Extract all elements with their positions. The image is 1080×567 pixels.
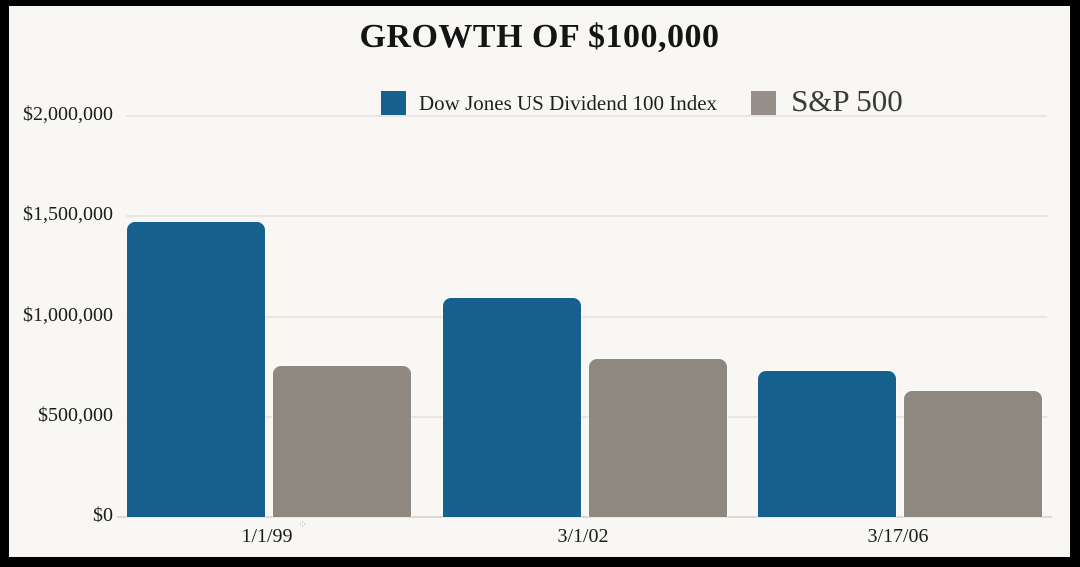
bar-dow-jones-3/17/06 <box>758 371 896 517</box>
plot-area: $0 $500,000 $1,000,000 $1,500,000 $2,000,000… <box>9 6 1070 557</box>
bar-sp500-1/1/99 <box>273 366 411 517</box>
y-axis-tick-label: $1,500,000 <box>23 203 113 225</box>
y-axis-tick-label: $0 <box>93 504 113 526</box>
legend-swatch-sp500 <box>751 90 777 116</box>
bar-dow-jones-3/1/02 <box>443 298 581 517</box>
gridline-$1,500,000 <box>126 215 1047 217</box>
y-axis-tick-label: $1,000,000 <box>23 304 113 326</box>
legend: Dow Jones US Dividend 100 Index S&P 500 <box>381 83 903 121</box>
legend-label-dow-jones: Dow Jones US Dividend 100 Index <box>419 90 718 115</box>
gridline-$0 <box>117 516 1052 518</box>
x-axis-tick-label: 1/1/99 <box>241 525 293 547</box>
chart-title: GROWTH OF $100,000 <box>359 18 720 55</box>
legend-swatch-dow-jones <box>381 90 406 116</box>
gridline-$500,000 <box>126 416 1047 418</box>
bar-sp500-3/1/02 <box>589 359 727 517</box>
x-axis-tick-label: 3/1/02 <box>557 525 609 547</box>
bar-sp500-3/17/06 <box>904 391 1042 517</box>
y-axis-tick-label: $500,000 <box>38 404 113 426</box>
chart-canvas: GROWTH OF $100,000 Dow Jones US Dividend… <box>9 6 1070 557</box>
gridline-$1,000,000 <box>126 316 1047 318</box>
cursor-artifact: ⁘ <box>298 519 308 531</box>
x-axis-tick-label: 3/17/06 <box>867 525 929 547</box>
gridline-$2,000,000 <box>126 115 1047 117</box>
legend-label-sp500: S&P 500 <box>791 83 903 118</box>
y-axis-tick-label: $2,000,000 <box>23 103 113 125</box>
bar-dow-jones-1/1/99 <box>127 222 265 517</box>
